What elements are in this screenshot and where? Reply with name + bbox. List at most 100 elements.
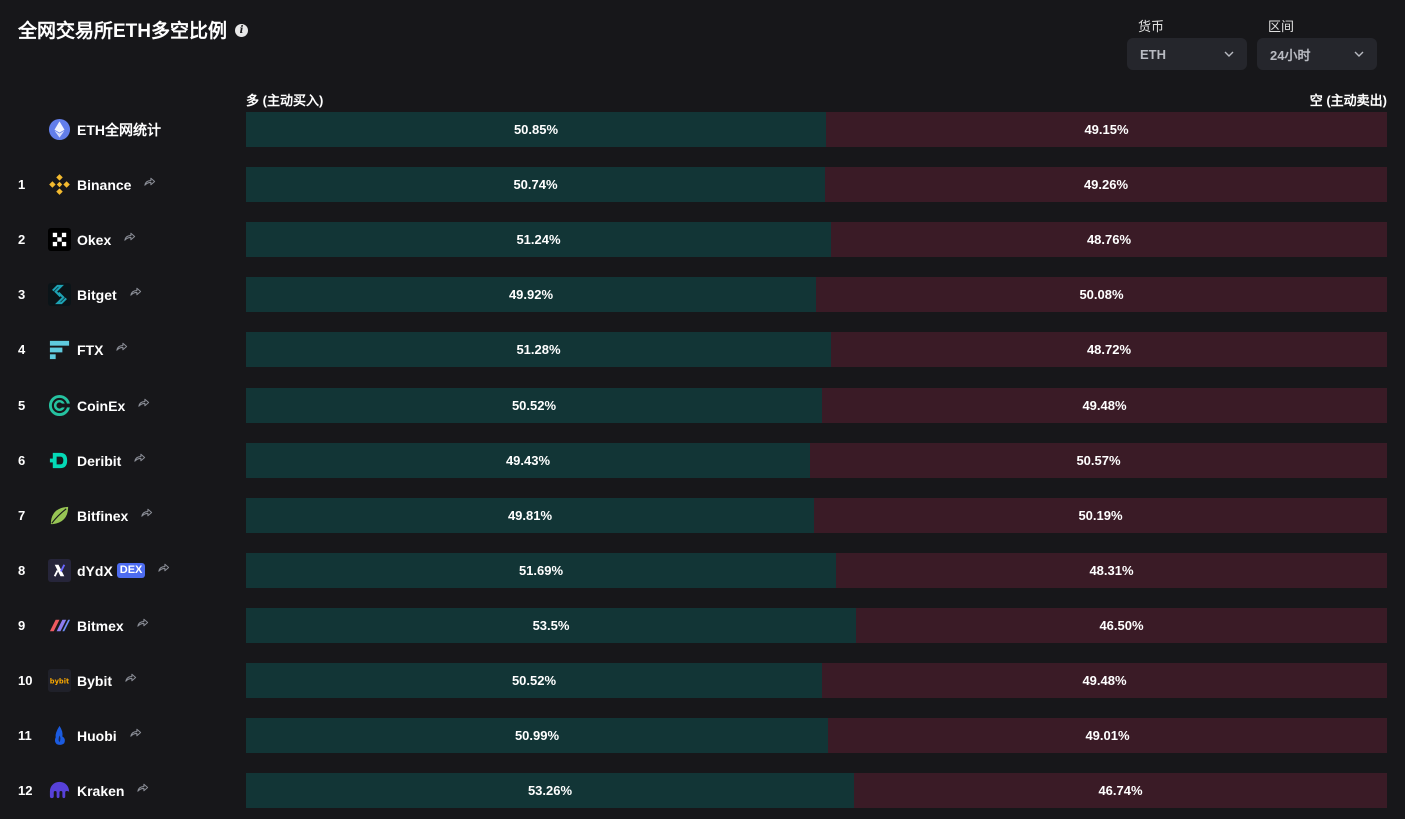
short-segment: 49.48% — [822, 663, 1387, 698]
exchange-row: 4 FTX 51.28% 48.72% — [0, 332, 1405, 367]
short-percent: 50.57% — [1076, 453, 1121, 468]
exchange-name-cell: Huobi — [77, 718, 142, 753]
huobi-icon — [48, 724, 71, 747]
long-percent: 49.43% — [505, 453, 551, 468]
share-icon[interactable] — [143, 175, 156, 188]
short-segment: 46.74% — [854, 773, 1387, 808]
long-segment: 50.52% — [246, 388, 822, 423]
long-short-bar: 51.28% 48.72% — [246, 332, 1387, 367]
info-icon[interactable]: i — [235, 24, 249, 37]
long-percent: 50.74% — [513, 177, 558, 192]
exchange-name-cell: dYdX DEX — [77, 553, 170, 588]
short-percent: 46.50% — [1099, 618, 1144, 633]
long-short-bar: 53.5% 46.50% — [246, 608, 1387, 643]
exchange-name[interactable]: dYdX — [77, 562, 113, 579]
long-percent: 53.26% — [527, 783, 573, 798]
rank-number: 12 — [18, 783, 33, 798]
interval-filter: 区间 24小时 — [1257, 16, 1377, 70]
exchange-name-cell: Bitget — [77, 277, 142, 312]
share-icon[interactable] — [136, 616, 149, 629]
interval-select[interactable]: 24小时 — [1257, 38, 1377, 70]
short-percent: 49.48% — [1082, 398, 1127, 413]
share-icon[interactable] — [124, 671, 137, 684]
long-segment: 50.74% — [246, 167, 825, 202]
short-segment: 48.31% — [836, 553, 1387, 588]
rank-number: 5 — [18, 398, 26, 413]
share-icon[interactable] — [137, 396, 150, 409]
exchange-name-cell: Deribit — [77, 443, 146, 478]
long-percent: 51.69% — [518, 563, 564, 578]
long-short-bar: 51.69% 48.31% — [246, 553, 1387, 588]
exchange-name[interactable]: Kraken — [77, 782, 125, 799]
exchange-name[interactable]: Bitfinex — [77, 507, 129, 524]
long-short-bar: 50.74% 49.26% — [246, 167, 1387, 202]
long-segment: 50.52% — [246, 663, 822, 698]
exchange-name[interactable]: Huobi — [77, 727, 117, 744]
long-percent: 50.99% — [514, 728, 560, 743]
long-segment: 49.92% — [246, 277, 816, 312]
exchange-name[interactable]: FTX — [77, 341, 104, 358]
exchange-name[interactable]: CoinEx — [77, 397, 126, 414]
exchange-name[interactable]: Binance — [77, 176, 132, 193]
exchange-row: 8 dYdX DEX 51.69% 48.31% — [0, 553, 1405, 588]
exchange-name-cell: Kraken — [77, 773, 149, 808]
long-short-bar: 53.26% 46.74% — [246, 773, 1387, 808]
short-percent: 49.01% — [1085, 728, 1130, 743]
short-percent: 50.08% — [1079, 287, 1124, 302]
exchange-name[interactable]: Bybit — [77, 672, 112, 689]
long-segment: 51.69% — [246, 553, 836, 588]
currency-filter: 货币 ETH — [1127, 16, 1247, 70]
currency-select[interactable]: ETH — [1127, 38, 1247, 70]
short-percent: 49.15% — [1084, 122, 1129, 137]
short-segment: 50.19% — [814, 498, 1387, 533]
dex-badge: DEX — [116, 563, 146, 578]
short-percent: 48.72% — [1086, 342, 1132, 357]
long-percent: 50.85% — [513, 122, 559, 137]
long-percent: 50.52% — [511, 673, 557, 688]
share-icon[interactable] — [136, 781, 149, 794]
exchange-name[interactable]: Bitmex — [77, 617, 124, 634]
exchange-row: 12 Kraken 53.26% 46.74% — [0, 773, 1405, 808]
exchange-row: 6 Deribit 49.43% 50.57% — [0, 443, 1405, 478]
long-segment: 50.85% — [246, 112, 826, 147]
short-percent: 49.48% — [1082, 673, 1127, 688]
exchange-row: 9 Bitmex 53.5% 46.50% — [0, 608, 1405, 643]
share-icon[interactable] — [115, 340, 128, 353]
long-column-header: 多 (主动买入) — [246, 93, 324, 108]
share-icon[interactable] — [133, 451, 146, 464]
bybit-icon: bybit — [48, 669, 71, 692]
long-percent: 51.24% — [516, 232, 561, 247]
long-segment: 49.81% — [246, 498, 814, 533]
exchange-name-cell: Bitfinex — [77, 498, 153, 533]
share-icon[interactable] — [129, 726, 142, 739]
rank-number: 8 — [18, 563, 26, 578]
exchange-name[interactable]: Okex — [77, 231, 112, 248]
share-icon[interactable] — [129, 285, 142, 298]
exchange-name-cell: CoinEx — [77, 388, 150, 423]
exchange-name[interactable]: Deribit — [77, 452, 122, 469]
exchange-name[interactable]: Bitget — [77, 286, 117, 303]
share-icon[interactable] — [123, 230, 136, 243]
rank-number: 7 — [18, 508, 26, 523]
long-short-bar: 49.92% 50.08% — [246, 277, 1387, 312]
long-percent: 49.81% — [507, 508, 553, 523]
rank-number: 9 — [18, 618, 26, 633]
long-short-bar: 49.43% 50.57% — [246, 443, 1387, 478]
page-title: 全网交易所ETH多空比例 i — [18, 16, 249, 43]
rank-number: 6 — [18, 453, 26, 468]
long-short-bar: 50.52% 49.48% — [246, 663, 1387, 698]
share-icon[interactable] — [140, 506, 153, 519]
aggregate-row: ETH全网统计 50.85% 49.15% — [0, 112, 1405, 147]
chevron-down-icon — [1354, 51, 1364, 57]
short-percent: 46.74% — [1098, 783, 1143, 798]
rank-number: 3 — [18, 287, 26, 302]
rank-number: 2 — [18, 232, 26, 247]
binance-icon — [48, 173, 71, 196]
ethereum-icon — [48, 118, 71, 141]
exchange-name-cell: Binance — [77, 167, 156, 202]
share-icon[interactable] — [157, 561, 170, 574]
short-percent: 49.26% — [1083, 177, 1129, 192]
long-short-bar: 50.85% 49.15% — [246, 112, 1387, 147]
exchange-name-cell: Okex — [77, 222, 136, 257]
long-percent: 49.92% — [508, 287, 554, 302]
